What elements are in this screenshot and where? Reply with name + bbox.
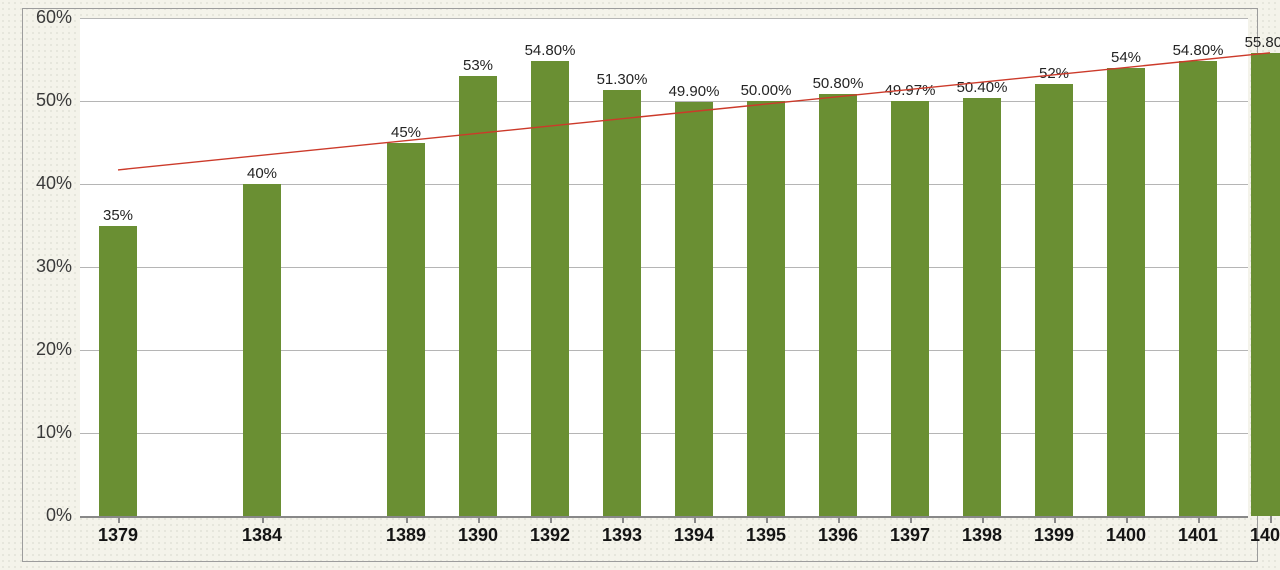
x-axis-label: 1399 <box>1014 525 1094 546</box>
trendline <box>80 18 1248 516</box>
x-axis-label: 1393 <box>582 525 662 546</box>
x-tick <box>694 516 696 523</box>
y-axis-label: 60% <box>22 7 72 28</box>
x-tick <box>1054 516 1056 523</box>
x-tick <box>550 516 552 523</box>
x-tick <box>406 516 408 523</box>
x-axis-label: 1390 <box>438 525 518 546</box>
y-axis-label: 50% <box>22 90 72 111</box>
y-axis-label: 40% <box>22 173 72 194</box>
x-tick <box>982 516 984 523</box>
x-tick <box>478 516 480 523</box>
x-tick <box>118 516 120 523</box>
y-axis-label: 10% <box>22 422 72 443</box>
x-axis-label: 1400 <box>1086 525 1166 546</box>
x-axis-label: 1384 <box>222 525 302 546</box>
y-axis-label: 0% <box>22 505 72 526</box>
x-axis-label: 1392 <box>510 525 590 546</box>
x-axis-label: 1395 <box>726 525 806 546</box>
x-axis-label: 1394 <box>654 525 734 546</box>
x-axis-label: 1389 <box>366 525 446 546</box>
x-axis-label: 1396 <box>798 525 878 546</box>
x-tick <box>766 516 768 523</box>
x-axis-label: 1397 <box>870 525 950 546</box>
x-tick <box>910 516 912 523</box>
x-axis-label: 1401 <box>1158 525 1238 546</box>
x-axis-label: 1379 <box>78 525 158 546</box>
x-tick <box>1198 516 1200 523</box>
x-tick <box>262 516 264 523</box>
y-axis-label: 20% <box>22 339 72 360</box>
plot-area: 35%40%45%53%54.80%51.30%49.90%50.00%50.8… <box>80 18 1248 516</box>
x-tick <box>838 516 840 523</box>
x-tick <box>1126 516 1128 523</box>
x-tick <box>622 516 624 523</box>
y-axis-label: 30% <box>22 256 72 277</box>
x-tick <box>1270 516 1272 523</box>
gridline <box>80 516 1248 518</box>
x-axis-label: 1398 <box>942 525 1022 546</box>
x-axis-label: 1402 <box>1230 525 1280 546</box>
bar <box>1251 53 1280 516</box>
